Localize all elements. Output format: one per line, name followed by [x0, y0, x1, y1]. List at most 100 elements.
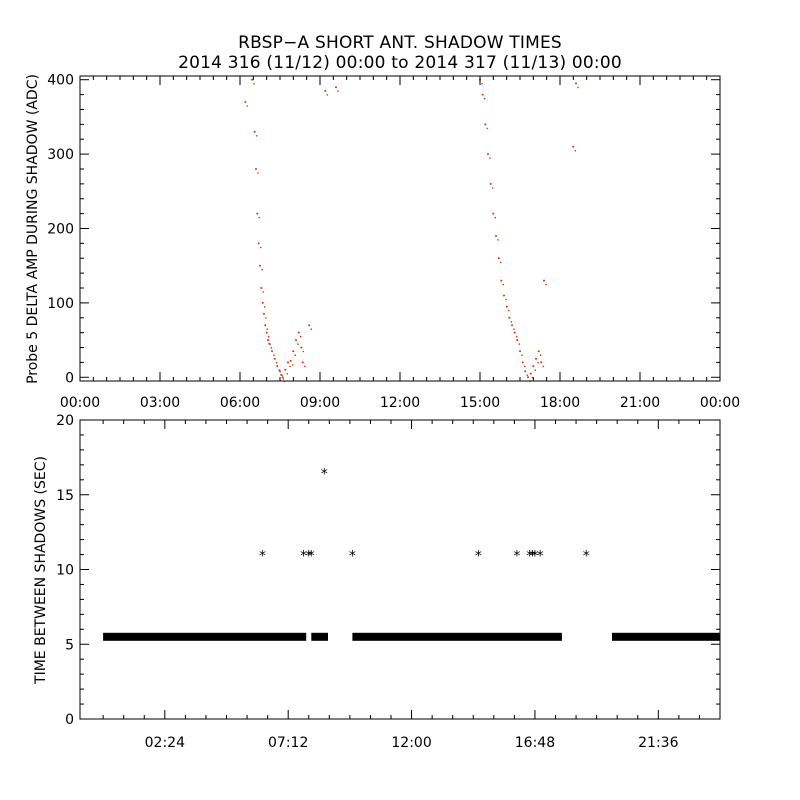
- data-point: [300, 346, 303, 349]
- data-point: *: [300, 549, 307, 565]
- data-point: [494, 216, 497, 219]
- data-point: [516, 339, 519, 342]
- data-point: [291, 364, 294, 366]
- y-tick-label: 10: [56, 563, 74, 579]
- top-tick-labels: 00:00 03:00 06:00 09:00 12:00 15:00 18:00 21:00…: [47, 73, 740, 411]
- x-tick-label: 00:00: [60, 395, 100, 411]
- top-y-axis-label: Probe 5 DELTA AMP DURING SHADOW (ADC): [25, 74, 41, 384]
- data-point: [302, 350, 305, 353]
- data-point: [284, 368, 287, 371]
- data-point: [487, 153, 489, 156]
- x-tick-label: 07:12: [268, 735, 308, 751]
- x-tick-label: 06:00: [220, 395, 260, 411]
- data-point: *: [321, 466, 328, 482]
- data-point: [535, 357, 537, 360]
- baseline-points-band: [352, 632, 562, 641]
- y-tick-label: 100: [47, 296, 74, 312]
- data-point: [519, 350, 521, 353]
- data-point: [492, 212, 495, 215]
- data-point: [279, 370, 281, 373]
- data-point: [529, 372, 532, 375]
- data-point: [266, 328, 269, 331]
- y-tick-label: 400: [47, 73, 74, 89]
- top-plot-frame: [79, 75, 721, 382]
- data-point: [537, 350, 540, 353]
- bottom-tick-labels: 02:24 07:12 12:00 16:48 21:36 0 5 10 15 20: [56, 413, 678, 751]
- x-tick-label: 18:00: [540, 395, 580, 411]
- data-point: [481, 82, 483, 85]
- data-point: *: [308, 549, 315, 565]
- data-point: [273, 354, 275, 357]
- data-point: [532, 365, 535, 368]
- y-tick-label: 5: [65, 637, 74, 653]
- data-point: [281, 376, 284, 379]
- data-point: [335, 86, 337, 89]
- x-tick-label: 21:36: [638, 735, 678, 751]
- data-point: [271, 350, 273, 353]
- data-point: [526, 374, 529, 377]
- data-point: *: [531, 549, 538, 565]
- x-tick-label: 00:00: [700, 395, 740, 411]
- bottom-plot-frame: [79, 419, 721, 720]
- data-point: [246, 105, 249, 107]
- data-point: [258, 216, 261, 219]
- data-point: [484, 123, 487, 126]
- bottom-y-axis-label: TIME BETWEEN SHADOWS (SEC): [33, 456, 49, 685]
- x-tick-label: 16:48: [515, 735, 555, 751]
- y-tick-label: 0: [65, 370, 74, 386]
- data-point: [521, 354, 523, 357]
- data-point: [301, 361, 304, 364]
- bottom-panel: * ***** * * **** * 02:24 07:12 12:00 16:48 21:360…: [33, 413, 721, 751]
- data-point: *: [475, 549, 482, 565]
- data-point: [286, 373, 289, 375]
- data-point: [275, 361, 278, 364]
- data-point: [273, 357, 276, 360]
- data-point: [497, 257, 500, 260]
- data-point: [515, 335, 518, 338]
- data-point: [524, 370, 527, 373]
- data-point: [572, 145, 575, 148]
- data-point: [263, 313, 265, 315]
- data-point: *: [349, 549, 356, 565]
- data-point: [261, 268, 263, 271]
- data-point: [287, 361, 289, 364]
- data-point: [268, 342, 271, 345]
- x-tick-label: 21:00: [620, 395, 660, 411]
- data-point: [260, 287, 263, 289]
- data-point: [267, 335, 270, 338]
- data-point: [289, 365, 291, 368]
- x-tick-label: 12:00: [391, 735, 431, 751]
- data-point: [297, 343, 299, 345]
- data-point: [481, 93, 484, 96]
- data-point: [507, 309, 510, 312]
- data-point: *: [526, 549, 533, 565]
- baseline-points-band: [612, 632, 720, 641]
- data-point: [294, 354, 297, 357]
- x-tick-label: 15:00: [460, 395, 500, 411]
- data-point: [289, 359, 292, 362]
- y-tick-label: 200: [47, 222, 74, 238]
- data-point: [280, 374, 283, 376]
- data-point: [297, 331, 300, 334]
- data-point: [253, 130, 256, 133]
- data-point: *: [537, 549, 544, 565]
- data-point: [259, 246, 262, 249]
- data-point: [262, 291, 265, 293]
- y-tick-label: 0: [65, 712, 74, 728]
- baseline-points-band: [103, 632, 307, 641]
- x-tick-label: 12:00: [380, 395, 420, 411]
- data-point: [251, 78, 253, 81]
- data-point: [265, 317, 267, 319]
- data-point: [270, 347, 273, 349]
- data-point: [308, 324, 311, 327]
- data-point: *: [305, 549, 312, 565]
- data-point: [264, 324, 267, 327]
- chart-title: RBSP−A SHORT ANT. SHADOW TIMES: [238, 33, 562, 53]
- data-point: [257, 242, 260, 245]
- baseline-points-band: [311, 632, 328, 641]
- data-point: [540, 361, 543, 364]
- data-point: [505, 305, 508, 308]
- data-point: [500, 279, 503, 282]
- data-point: [575, 82, 577, 85]
